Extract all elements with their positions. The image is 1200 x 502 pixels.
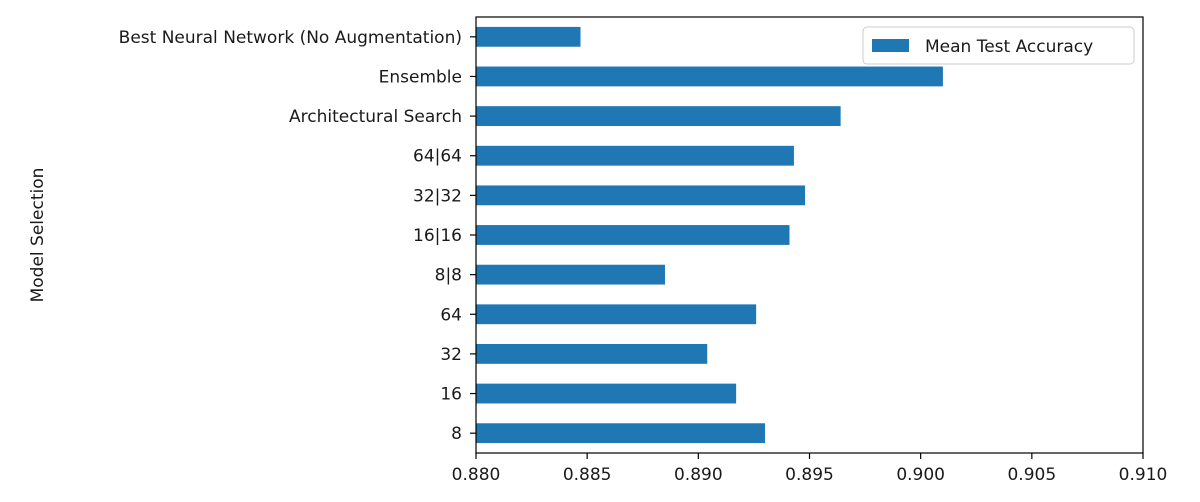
y-tick-label: 64|64 bbox=[413, 147, 462, 167]
legend: Mean Test Accuracy bbox=[862, 26, 1135, 65]
y-tick-label: 8 bbox=[451, 424, 462, 444]
bar bbox=[476, 344, 708, 364]
bar bbox=[476, 106, 841, 126]
axes-layer: 0.880 0.885 0.890 0.895 0.900 0.905 0.910 8 16 32… bbox=[28, 16, 1168, 485]
y-tick-label: 32|32 bbox=[413, 186, 462, 206]
y-tick-label: 8|8 bbox=[435, 266, 462, 286]
legend-box bbox=[862, 26, 1135, 65]
bar bbox=[476, 423, 766, 444]
y-tick-label: 32 bbox=[440, 345, 462, 365]
bar bbox=[476, 304, 757, 325]
y-tick-label: Architectural Search bbox=[289, 107, 462, 127]
bar bbox=[476, 264, 665, 285]
x-tick-label: 0.895 bbox=[785, 465, 834, 485]
bar bbox=[476, 225, 790, 245]
y-tick-label: Best Neural Network (No Augmentation) bbox=[119, 28, 462, 48]
y-tick-label: 64 bbox=[440, 305, 462, 325]
x-tick-label: 0.905 bbox=[1007, 465, 1056, 485]
x-tick-label: 0.880 bbox=[452, 465, 501, 485]
bar bbox=[476, 383, 737, 404]
y-tick-label: 16 bbox=[440, 385, 462, 405]
y-axis-label: Model Selection bbox=[28, 168, 48, 303]
y-tick-label: 16|16 bbox=[413, 226, 462, 246]
bar bbox=[476, 145, 794, 166]
bar bbox=[476, 66, 943, 87]
y-tick-label: Ensemble bbox=[379, 67, 462, 87]
x-tick-label: 0.900 bbox=[896, 465, 945, 485]
bar bbox=[476, 26, 581, 47]
x-tick-label: 0.890 bbox=[674, 465, 723, 485]
bar bbox=[476, 185, 806, 206]
legend-swatch bbox=[872, 39, 909, 52]
x-tick-label: 0.910 bbox=[1119, 465, 1168, 485]
bars-layer bbox=[476, 26, 943, 444]
x-tick-label: 0.885 bbox=[563, 465, 612, 485]
legend-label: Mean Test Accuracy bbox=[925, 37, 1093, 57]
